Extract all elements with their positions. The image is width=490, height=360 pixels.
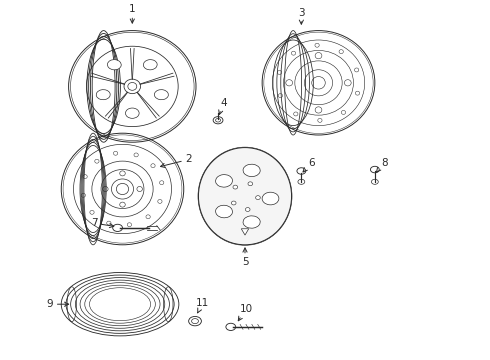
Text: 9: 9 — [47, 299, 69, 309]
Ellipse shape — [248, 182, 253, 186]
Ellipse shape — [154, 90, 169, 100]
Ellipse shape — [243, 216, 260, 228]
Text: 7: 7 — [91, 218, 114, 228]
Text: 2: 2 — [161, 154, 192, 167]
Text: 1: 1 — [129, 4, 136, 23]
Text: 11: 11 — [196, 298, 209, 313]
Ellipse shape — [216, 175, 232, 187]
Ellipse shape — [216, 205, 232, 218]
Polygon shape — [241, 229, 249, 235]
Ellipse shape — [144, 60, 157, 70]
Ellipse shape — [107, 60, 121, 70]
Text: 3: 3 — [298, 8, 305, 24]
Ellipse shape — [245, 208, 250, 211]
Text: 10: 10 — [238, 304, 252, 321]
Ellipse shape — [96, 90, 110, 100]
Ellipse shape — [233, 185, 238, 189]
Text: 6: 6 — [303, 158, 315, 172]
Ellipse shape — [256, 196, 260, 199]
Ellipse shape — [243, 164, 260, 176]
Ellipse shape — [125, 108, 139, 118]
Text: 5: 5 — [242, 248, 248, 267]
Ellipse shape — [231, 201, 236, 205]
Text: 4: 4 — [219, 98, 227, 114]
Text: 8: 8 — [376, 158, 388, 172]
Ellipse shape — [262, 192, 279, 205]
Ellipse shape — [198, 148, 292, 245]
